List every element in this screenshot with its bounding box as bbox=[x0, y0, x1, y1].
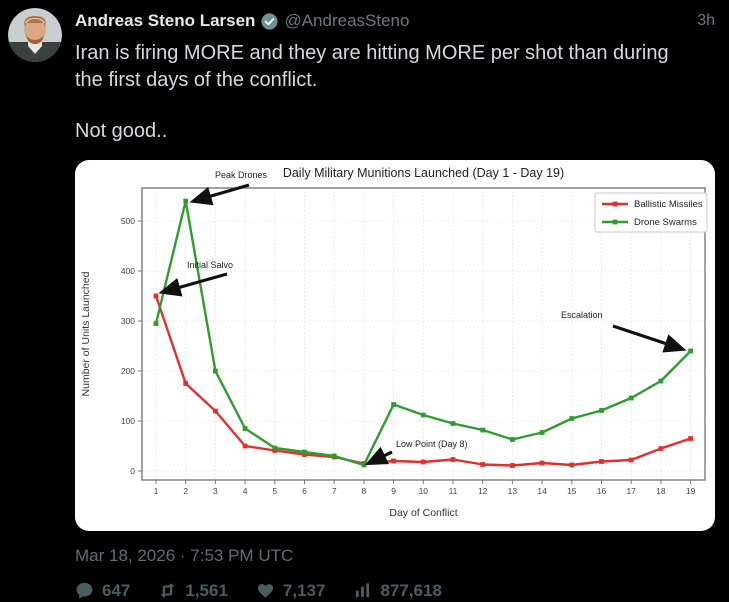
svg-text:13: 13 bbox=[508, 486, 518, 496]
svg-text:7: 7 bbox=[332, 486, 337, 496]
svg-text:Drone Swarms: Drone Swarms bbox=[634, 217, 697, 228]
svg-text:10: 10 bbox=[419, 486, 429, 496]
retweet-button[interactable]: 1,561 bbox=[158, 581, 228, 601]
engagement-bar: 647 1,561 7,137 877,618 bbox=[75, 581, 717, 601]
svg-text:19: 19 bbox=[686, 486, 696, 496]
svg-text:14: 14 bbox=[537, 486, 547, 496]
like-count: 7,137 bbox=[282, 580, 326, 600]
display-name[interactable]: Andreas Steno Larsen bbox=[75, 11, 256, 30]
svg-text:9: 9 bbox=[391, 486, 396, 496]
svg-text:400: 400 bbox=[121, 266, 135, 276]
svg-text:Initial Salvo: Initial Salvo bbox=[187, 260, 233, 270]
svg-text:11: 11 bbox=[449, 486, 458, 496]
retweet-count: 1,561 bbox=[185, 580, 228, 600]
svg-text:2: 2 bbox=[183, 486, 188, 496]
reply-count: 647 bbox=[102, 580, 131, 600]
views-button[interactable]: 877,618 bbox=[353, 580, 442, 601]
svg-text:12: 12 bbox=[478, 486, 488, 496]
svg-text:6: 6 bbox=[302, 486, 307, 496]
svg-text:500: 500 bbox=[121, 216, 135, 226]
tweet-text-2: Not good.. bbox=[75, 119, 168, 142]
svg-text:8: 8 bbox=[362, 486, 367, 496]
svg-text:Number of Units Launched: Number of Units Launched bbox=[80, 271, 92, 396]
avatar[interactable] bbox=[8, 8, 62, 62]
svg-text:200: 200 bbox=[121, 366, 135, 376]
svg-text:0: 0 bbox=[130, 466, 135, 476]
user-handle[interactable]: @AndreasSteno bbox=[284, 11, 410, 30]
views-count: 877,618 bbox=[380, 580, 442, 600]
svg-text:Day of Conflict: Day of Conflict bbox=[389, 507, 457, 519]
reply-button[interactable]: 647 bbox=[75, 581, 130, 601]
svg-text:1: 1 bbox=[154, 486, 159, 496]
embedded-chart-image[interactable]: 0 100 200 300 400 500 1 2 3 4 5 6 7 8 9 10 11 12 13 14 15 16 1… bbox=[75, 159, 715, 531]
svg-text:Escalation: Escalation bbox=[561, 310, 603, 320]
svg-text:3: 3 bbox=[213, 486, 218, 496]
svg-text:100: 100 bbox=[121, 416, 135, 426]
svg-text:300: 300 bbox=[121, 316, 135, 326]
reply-icon bbox=[75, 581, 94, 600]
svg-text:15: 15 bbox=[567, 486, 577, 496]
svg-text:Low Point (Day 8): Low Point (Day 8) bbox=[396, 439, 468, 449]
svg-text:Peak Drones: Peak Drones bbox=[215, 170, 268, 180]
verified-badge-icon bbox=[261, 12, 279, 30]
svg-text:17: 17 bbox=[626, 486, 636, 496]
svg-text:5: 5 bbox=[272, 486, 277, 496]
svg-text:4: 4 bbox=[243, 486, 248, 496]
timestamp[interactable]: 3h bbox=[697, 12, 715, 29]
svg-text:16: 16 bbox=[597, 486, 607, 496]
svg-text:Ballistic Missiles: Ballistic Missiles bbox=[634, 199, 703, 210]
retweet-icon bbox=[158, 581, 177, 600]
bar-chart-icon bbox=[353, 581, 372, 600]
like-button[interactable]: 7,137 bbox=[256, 580, 326, 601]
post-date: Mar 18, 2026 · 7:53 PM UTC bbox=[75, 545, 294, 565]
tweet-text: Iran is firing MORE and they are hitting… bbox=[75, 42, 669, 91]
heart-icon bbox=[256, 581, 275, 600]
tweet-header: Andreas Steno Larsen @AndreasSteno 3h bbox=[75, 8, 717, 31]
svg-text:18: 18 bbox=[656, 486, 666, 496]
svg-text:Daily Military Munitions Launc: Daily Military Munitions Launched (Day 1… bbox=[283, 166, 564, 180]
avatar-photo bbox=[8, 8, 62, 62]
